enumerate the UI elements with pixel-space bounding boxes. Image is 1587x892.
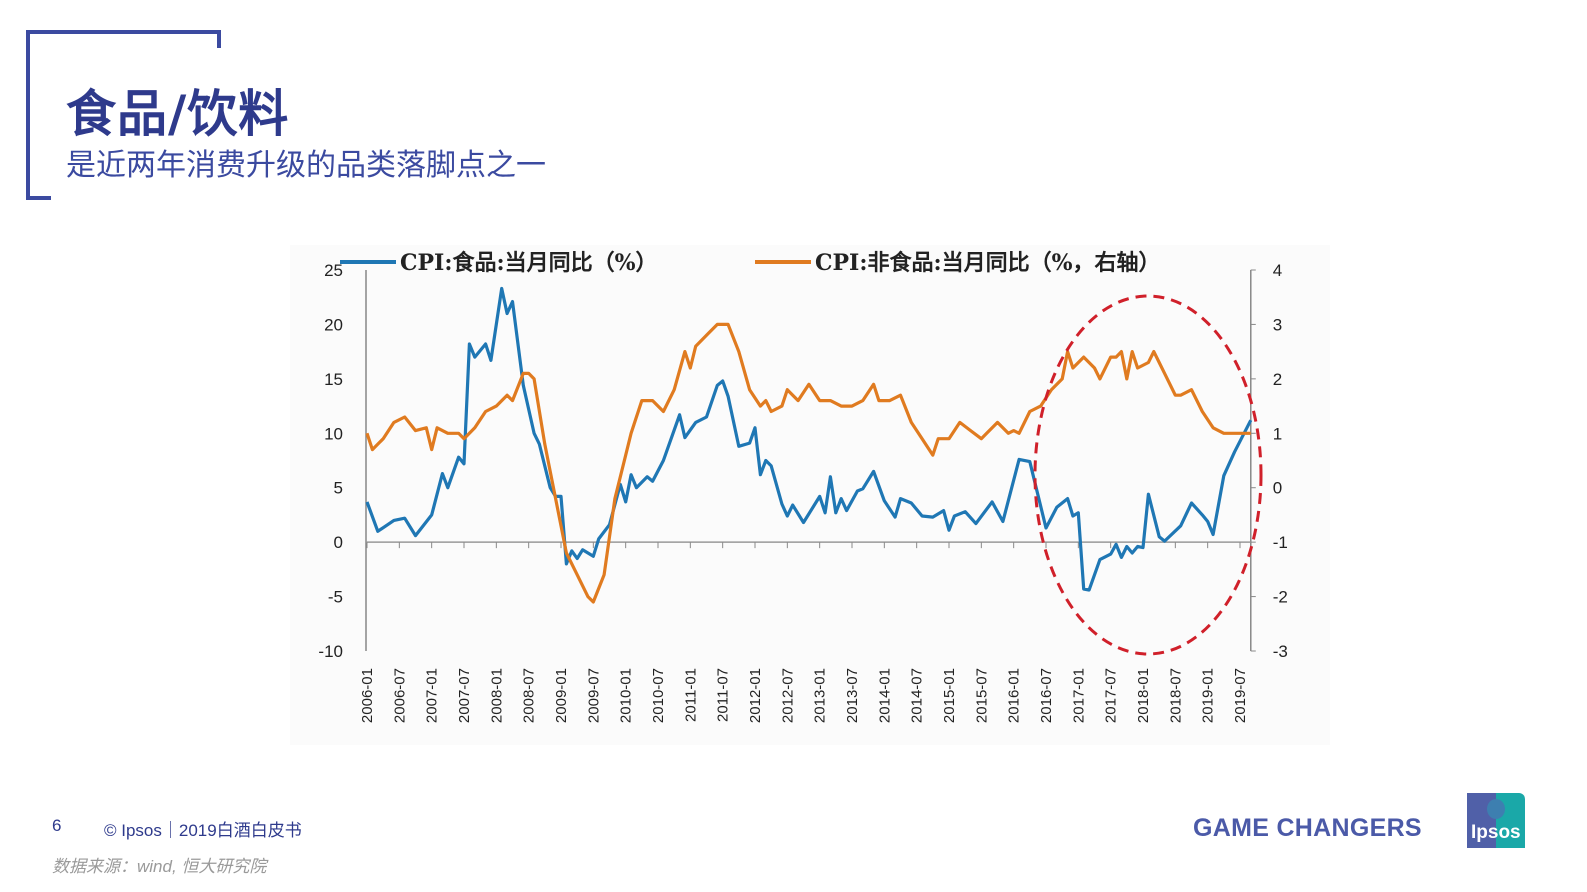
- x-tick-label: 2011-07: [715, 668, 732, 722]
- x-tick-label: 2016-07: [1038, 668, 1055, 723]
- series-line-food: [365, 286, 1253, 592]
- y-right-tick-label: -2: [1273, 588, 1288, 607]
- x-tick-label: 2008-01: [488, 668, 505, 723]
- x-tick-label: 2018-07: [1167, 668, 1184, 723]
- y-left-tick-label: 10: [324, 424, 343, 443]
- highlight-ellipse: [1033, 294, 1263, 656]
- x-tick-label: 2013-01: [812, 668, 829, 723]
- x-tick-label: 2018-01: [1135, 668, 1152, 723]
- x-tick-label: 2019-07: [1232, 668, 1249, 723]
- y-right-tick-label: -3: [1273, 642, 1288, 661]
- y-right-tick-label: 1: [1273, 424, 1282, 443]
- x-tick-label: 2016-01: [1006, 668, 1023, 723]
- x-tick-label: 2012-07: [779, 668, 796, 723]
- bracket-top-tick: [217, 30, 221, 48]
- x-tick-label: 2014-07: [909, 668, 926, 723]
- logo-head-icon: [1487, 799, 1505, 819]
- slide-title: 食品/饮料: [66, 85, 290, 143]
- slide-subtitle: 是近两年消费升级的品类落脚点之一: [66, 148, 546, 183]
- x-tick-label: 2017-01: [1070, 668, 1087, 723]
- ipsos-logo: Ipsos: [1467, 793, 1525, 848]
- legend: CPI:食品:当月同比（%） CPI:非食品:当月同比（%，右轴）: [340, 250, 1161, 276]
- y-left-tick-label: 5: [334, 479, 343, 498]
- y-left-tick-label: -10: [318, 642, 343, 661]
- x-tick-label: 2012-01: [747, 668, 764, 723]
- y-left-tick-label: 15: [324, 370, 343, 389]
- x-tick-label: 2010-07: [650, 668, 667, 723]
- series-line-nonfood: [365, 322, 1251, 604]
- copyright: © Ipsos｜2019白酒白皮书: [104, 821, 302, 840]
- x-tick-label: 2019-01: [1200, 668, 1217, 723]
- x-tick-label: 2010-01: [618, 668, 635, 723]
- x-tick-label: 2007-07: [456, 668, 473, 723]
- x-tick-label: 2009-07: [585, 668, 602, 723]
- x-tick-label: 2006-01: [359, 668, 376, 723]
- x-tick-label: 2017-07: [1103, 668, 1120, 723]
- y-left-tick-label: 20: [324, 315, 343, 334]
- data-source: 数据来源：wind, 恒大研究院: [52, 857, 267, 876]
- y-left-tick-label: 0: [334, 533, 343, 552]
- bracket-top: [26, 30, 221, 34]
- x-tick-label: 2015-01: [941, 668, 958, 723]
- chart-background: [290, 245, 1330, 745]
- legend-label-food: CPI:食品:当月同比（%）: [400, 250, 658, 276]
- logo-text: Ipsos: [1471, 822, 1521, 843]
- x-tick-label: 2014-01: [876, 668, 893, 723]
- x-tick-label: 2007-01: [424, 668, 441, 723]
- y-right-tick-label: 0: [1273, 479, 1282, 498]
- y-right-tick-label: 2: [1273, 370, 1282, 389]
- x-tick-label: 2015-07: [973, 668, 990, 723]
- bracket-left: [26, 30, 30, 200]
- y-right-tick-label: -1: [1273, 533, 1288, 552]
- y-left-tick-label: -5: [328, 588, 343, 607]
- x-tick-label: 2006-07: [391, 668, 408, 723]
- x-tick-label: 2008-07: [521, 668, 538, 723]
- x-tick-label: 2009-01: [553, 668, 570, 723]
- tagline: GAME CHANGERS: [1193, 814, 1422, 842]
- y-right-tick-label: 4: [1273, 261, 1282, 280]
- legend-label-nonfood: CPI:非食品:当月同比（%，右轴）: [815, 250, 1161, 276]
- x-tick-label: 2013-07: [844, 668, 861, 723]
- page-number: 6: [52, 816, 62, 835]
- x-tick-label: 2011-01: [682, 668, 699, 722]
- bracket-bottom: [26, 196, 51, 200]
- y-left-tick-label: 25: [324, 261, 343, 280]
- y-right-tick-label: 3: [1273, 315, 1282, 334]
